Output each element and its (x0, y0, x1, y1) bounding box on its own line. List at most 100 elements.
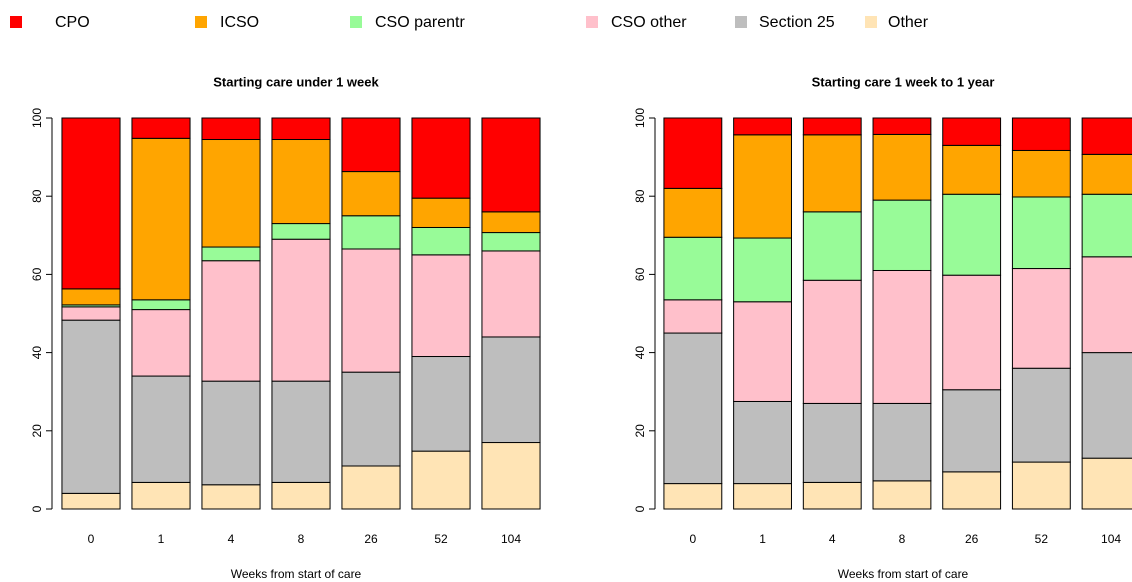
bar-segment (131, 309, 191, 377)
chart-title: Starting care under 1 week (213, 74, 379, 89)
bar-segment (61, 492, 121, 510)
bar-segment (411, 254, 471, 358)
legend-swatch (865, 16, 877, 28)
bar-segment (131, 481, 191, 510)
legend-label: CSO parentr (375, 14, 465, 31)
bar-segment (802, 134, 862, 213)
legend-swatch (350, 16, 362, 28)
bar-segment (411, 450, 471, 510)
y-tick-label: 80 (30, 189, 44, 203)
x-tick-label: 1 (158, 532, 165, 546)
bar-segment (1081, 256, 1132, 354)
bar-segment (733, 237, 792, 303)
legend-label: ICSO (220, 14, 259, 31)
bar-segment (733, 301, 792, 402)
bar-segment (872, 269, 932, 404)
bar-segment (481, 232, 541, 252)
bar-segment (481, 336, 541, 444)
bar-segment (872, 402, 932, 482)
y-tick-label: 80 (633, 189, 647, 203)
bar-segment (942, 117, 1002, 146)
bar-segment (201, 380, 261, 486)
x-tick-label: 104 (501, 532, 521, 546)
bar-segment (802, 402, 862, 483)
bar-segment (872, 117, 932, 135)
bar-segment (481, 442, 541, 510)
x-tick-label: 0 (88, 532, 95, 546)
bar-segment (201, 260, 261, 382)
x-tick-label: 4 (228, 532, 235, 546)
bar-segment (942, 471, 1002, 510)
bar-segment (61, 306, 121, 321)
x-tick-label: 26 (364, 532, 378, 546)
bar-segment (1011, 461, 1071, 510)
bar-segment (61, 288, 121, 306)
chart-title: Starting care 1 week to 1 year (812, 74, 995, 89)
bar-segment (663, 332, 723, 485)
x-tick-label: 104 (1101, 532, 1121, 546)
bar-segment (1011, 196, 1071, 270)
bar-segment (663, 236, 723, 301)
bar-segment (271, 238, 331, 382)
bar-segment (802, 117, 862, 136)
bar-segment (341, 215, 401, 250)
y-tick-label: 60 (633, 267, 647, 281)
bar-segment (942, 274, 1002, 391)
bar-segment (201, 117, 261, 141)
bar-segment (1011, 149, 1071, 198)
bar-segment (61, 319, 121, 494)
bar-segment (733, 134, 792, 239)
x-tick-label: 26 (965, 532, 979, 546)
legend-swatch (735, 16, 747, 28)
bar-segment (411, 226, 471, 256)
x-tick-label: 4 (829, 532, 836, 546)
y-tick-label: 60 (30, 267, 44, 281)
legend-label: CPO (55, 14, 90, 31)
bar-segment (663, 187, 723, 238)
bar-segment (802, 211, 862, 281)
bar-segment (481, 250, 541, 338)
y-tick-label: 0 (633, 505, 647, 512)
x-axis-label: Weeks from start of care (231, 567, 362, 581)
bar-segment (942, 193, 1002, 276)
bar-segment (733, 400, 792, 485)
bar-segment (1011, 268, 1071, 369)
bar-segment (341, 465, 401, 510)
bar-segment (942, 389, 1002, 473)
bar-segment (131, 117, 191, 139)
x-tick-label: 8 (899, 532, 906, 546)
bar-segment (271, 380, 331, 483)
x-tick-label: 0 (690, 532, 697, 546)
bar-segment (131, 375, 191, 483)
y-tick-label: 0 (30, 505, 44, 512)
bar-segment (131, 137, 191, 301)
y-tick-label: 40 (633, 346, 647, 360)
bar-segment (201, 246, 261, 262)
x-tick-label: 8 (298, 532, 305, 546)
legend-label: Other (888, 14, 929, 31)
bar-segment (341, 171, 401, 217)
y-tick-label: 20 (30, 424, 44, 438)
legend-swatch (10, 16, 22, 28)
x-tick-label: 1 (759, 532, 766, 546)
bar-segment (271, 117, 331, 141)
bar-segment (1081, 153, 1132, 195)
bar-segment (1081, 193, 1132, 258)
bar-segment (802, 279, 862, 404)
bar-segment (341, 248, 401, 373)
bar-segment (201, 484, 261, 510)
y-tick-label: 40 (30, 346, 44, 360)
x-axis-label: Weeks from start of care (838, 567, 969, 581)
bar-segment (271, 223, 331, 240)
bar-segment (411, 117, 471, 199)
bar-segment (131, 299, 191, 311)
bar-segment (872, 133, 932, 201)
bar-segment (1081, 352, 1132, 459)
legend-label: Section 25 (759, 14, 835, 31)
bar-segment (942, 144, 1002, 195)
y-tick-label: 100 (30, 108, 44, 128)
bar-segment (872, 480, 932, 510)
bar-segment (1081, 117, 1132, 155)
